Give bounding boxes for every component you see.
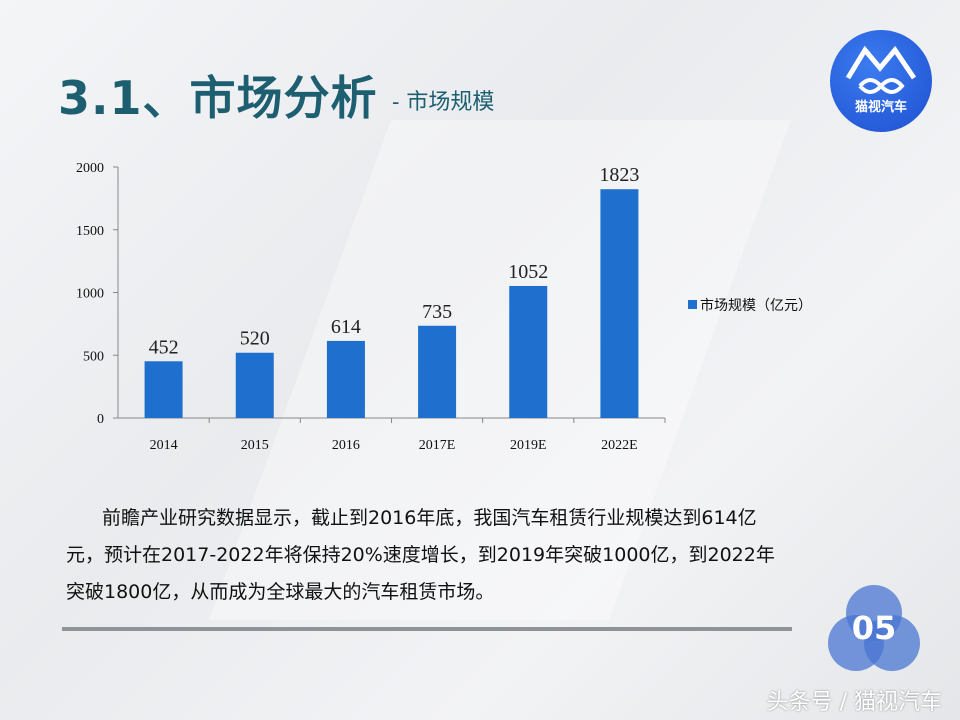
mountain-icon bbox=[845, 45, 917, 94]
bar bbox=[600, 189, 639, 418]
bar bbox=[418, 325, 457, 418]
watermark-footer: 头条号 / 猫视汽车 bbox=[766, 690, 942, 715]
bar bbox=[326, 340, 365, 418]
y-tick-label: 500 bbox=[83, 349, 104, 364]
divider bbox=[62, 627, 792, 631]
x-tick-label: 2019E bbox=[510, 438, 547, 453]
brand-logo: 猫视汽车 bbox=[830, 30, 932, 132]
bar bbox=[235, 352, 274, 418]
legend-swatch bbox=[688, 300, 697, 309]
page-title: 3.1、市场分析 bbox=[58, 71, 378, 125]
data-label: 735 bbox=[422, 301, 452, 323]
page-subtitle: - 市场规模 bbox=[392, 90, 495, 115]
x-tick-label: 2016 bbox=[332, 438, 360, 453]
x-tick-label: 2017E bbox=[419, 438, 456, 453]
y-tick-label: 1000 bbox=[76, 287, 104, 302]
page-number-badge: 05 bbox=[828, 585, 928, 675]
y-tick-label: 1500 bbox=[76, 224, 104, 239]
x-tick-label: 2014 bbox=[150, 438, 178, 453]
y-tick-label: 0 bbox=[97, 412, 104, 427]
data-label: 452 bbox=[149, 336, 179, 358]
data-label: 520 bbox=[240, 328, 270, 350]
bar bbox=[509, 285, 548, 418]
data-label: 1052 bbox=[508, 261, 548, 283]
x-tick-label: 2022E bbox=[601, 438, 638, 453]
bar-chart: 0 500 1000 1500 2000 452 2014 520 2015 614 2016 735… bbox=[76, 161, 812, 453]
legend-label: 市场规模（亿元） bbox=[700, 297, 812, 314]
x-tick-label: 2015 bbox=[241, 438, 269, 453]
data-label: 614 bbox=[331, 316, 361, 338]
page-number: 05 bbox=[851, 609, 897, 647]
data-label: 1823 bbox=[599, 164, 639, 186]
bar bbox=[144, 361, 183, 418]
logo-text: 猫视汽车 bbox=[854, 100, 907, 115]
y-tick-label: 2000 bbox=[76, 161, 104, 176]
description-paragraph: 前瞻产业研究数据显示，截止到2016年底，我国汽车租赁行业规模达到614亿元，预… bbox=[66, 507, 775, 603]
